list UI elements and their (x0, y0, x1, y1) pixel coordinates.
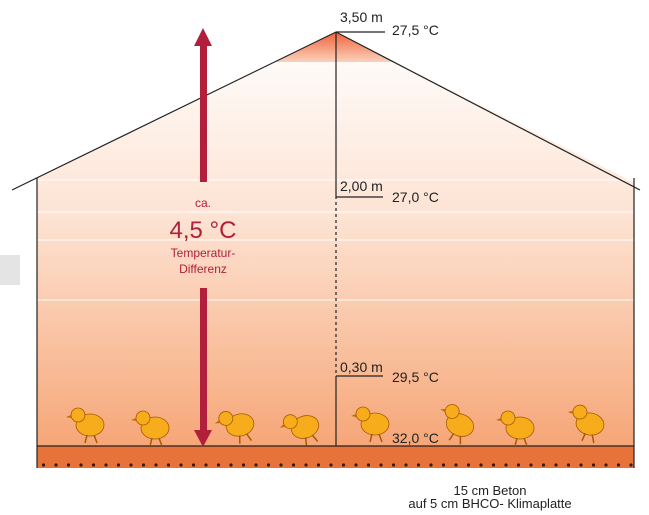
floor-line1: 15 cm Beton (454, 483, 527, 498)
temperature-label: 27,0 °C (392, 189, 439, 205)
roof-mask (0, 0, 649, 190)
temperature-label: 29,5 °C (392, 369, 439, 385)
barn-outline (11, 31, 641, 468)
heating-pipes (37, 457, 634, 467)
difference-label: ca. 4,5 °C Temperatur- Differenz (170, 196, 237, 276)
floor-temperature: 32,0 °C (392, 430, 439, 446)
height-label: 0,30 m (340, 359, 383, 375)
difference-arrow (194, 28, 212, 447)
difference-line2: Differenz (179, 262, 227, 276)
floor-line2: auf 5 cm BHCO- Klimaplatte (408, 496, 571, 511)
difference-prefix: ca. (195, 196, 211, 210)
height-label: 2,00 m (340, 178, 383, 194)
temperature-label: 27,5 °C (392, 22, 439, 38)
difference-line1: Temperatur- (171, 246, 236, 260)
height-label: 3,50 m (340, 9, 383, 25)
difference-value: 4,5 °C (170, 217, 237, 244)
